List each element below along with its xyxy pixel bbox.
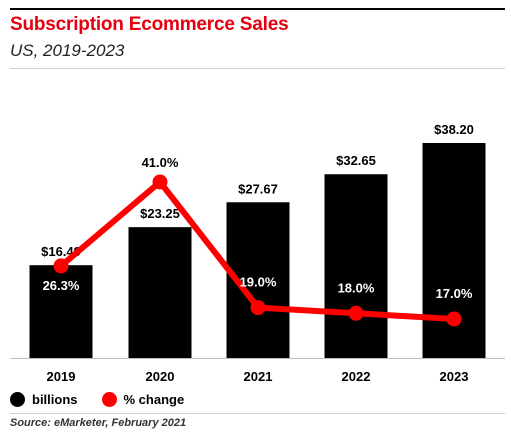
percent-change-label-2023: 17.0%: [436, 286, 473, 301]
x-tick-label-2020: 2020: [146, 369, 175, 384]
percent-change-point-2022: [348, 305, 364, 321]
x-tick-label-2023: 2023: [440, 369, 469, 384]
chart-subtitle: US, 2019-2023: [10, 41, 125, 60]
subtitle-divider: [10, 68, 505, 69]
percent-change-point-2021: [250, 300, 266, 316]
x-tick-label-2019: 2019: [47, 369, 76, 384]
legend-swatch-percent-change: [101, 391, 117, 407]
percent-change-label-2022: 18.0%: [338, 280, 375, 295]
top-rule: [10, 8, 505, 10]
percent-change-label-2020: 41.0%: [142, 155, 179, 170]
percent-change-point-2019: [53, 258, 69, 274]
legend-label-billions: billions: [32, 391, 78, 407]
percent-change-label-2021: 19.0%: [240, 275, 277, 290]
legend-item-percent-change: % change: [101, 391, 185, 407]
bar-value-label-2023: $38.20: [434, 122, 474, 137]
x-tick-label-2021: 2021: [244, 369, 273, 384]
x-tick-label-2022: 2022: [342, 369, 371, 384]
legend-swatch-billions: [10, 391, 25, 407]
legend-label-percent-change: % change: [123, 391, 185, 407]
bar-value-label-2020: $23.25: [140, 206, 180, 221]
footer-divider: [10, 413, 505, 414]
bar-value-label-2021: $27.67: [238, 181, 278, 196]
bar-value-label-2022: $32.65: [336, 153, 376, 168]
percent-change-point-2020: [152, 174, 168, 190]
legend-item-billions: billions: [10, 391, 78, 407]
source-note: Source: eMarketer, February 2021: [10, 417, 187, 429]
bar-2022: [324, 174, 388, 358]
bar-2020: [128, 227, 192, 358]
percent-change-point-2023: [446, 311, 462, 327]
legend: billions % change: [10, 390, 208, 408]
bar-2019: [29, 265, 93, 358]
percent-change-label-2019: 26.3%: [43, 278, 80, 293]
chart-title: Subscription Ecommerce Sales: [10, 14, 289, 35]
